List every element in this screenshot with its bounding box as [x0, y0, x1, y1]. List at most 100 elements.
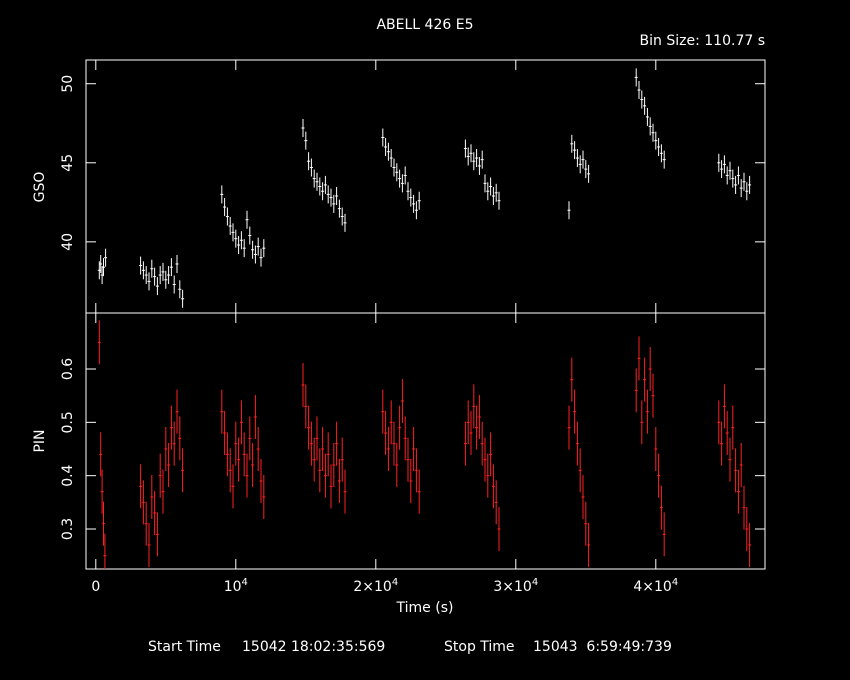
pin-point	[225, 432, 229, 477]
pin-point	[634, 368, 638, 413]
pin-point	[717, 400, 721, 445]
gso-point	[475, 149, 479, 168]
gso-point	[301, 118, 305, 137]
pin-point	[304, 384, 308, 429]
gso-point	[643, 96, 647, 115]
pin-point	[141, 480, 145, 525]
pin-point	[343, 469, 347, 514]
gso-point	[412, 194, 416, 213]
bin-size-label: Bin Size: 110.77 s	[640, 33, 765, 49]
pin-point	[231, 464, 235, 509]
gso-point	[483, 174, 487, 193]
pin-point	[335, 421, 339, 466]
pin-point	[480, 421, 484, 466]
pin-point	[477, 395, 481, 439]
gso-point	[575, 149, 579, 168]
time-axis-label: Time (s)	[396, 600, 454, 616]
pin-ytick-label: 0.5	[60, 411, 76, 433]
gso-ytick-label: 40	[60, 233, 76, 251]
gso-point	[742, 172, 746, 191]
pin-point	[329, 464, 333, 509]
pin-point	[406, 437, 410, 482]
pin-point	[570, 357, 574, 402]
pin-point	[234, 421, 238, 466]
gso-point	[234, 229, 238, 248]
gso-point	[144, 266, 148, 285]
pin-point	[745, 507, 749, 551]
gso-axis-label: GSO	[32, 172, 48, 203]
gso-point	[141, 261, 145, 280]
pin-point	[392, 421, 396, 466]
pin-point	[722, 384, 726, 429]
chart-title: ABELL 426 E5	[376, 17, 473, 33]
gso-point	[414, 201, 418, 220]
gso-point	[409, 188, 413, 207]
pin-point	[720, 421, 724, 466]
gso-point	[417, 191, 421, 210]
gso-point	[570, 134, 574, 153]
gso-point	[731, 169, 735, 188]
gso-point	[494, 183, 498, 202]
pin-point	[472, 384, 476, 429]
gso-point	[242, 239, 246, 258]
gso-point	[153, 267, 157, 286]
pin-point	[178, 416, 182, 461]
gso-point	[472, 152, 476, 171]
bottom-panel-ticks: 0.3 0.4 0.5 0.6 0 104 2×104 3×104 4×104	[60, 313, 765, 595]
gso-point	[178, 280, 182, 299]
gso-point	[477, 156, 481, 175]
gso-point	[720, 160, 724, 179]
gso-point	[654, 131, 658, 150]
gso-point	[239, 231, 243, 250]
pin-point	[403, 416, 407, 461]
pin-point	[251, 443, 255, 487]
pin-point	[161, 469, 165, 514]
pin-point	[417, 469, 421, 514]
start-time-value: 15042 18:02:35:569	[242, 639, 385, 655]
gso-point	[340, 207, 344, 226]
gso-point	[637, 81, 641, 100]
pin-point	[728, 437, 732, 482]
pin-point	[736, 469, 740, 514]
gso-point	[181, 289, 185, 308]
x-tick-label: 3×104	[493, 577, 538, 595]
gso-point	[398, 169, 402, 188]
pin-point	[659, 485, 663, 530]
gso-point	[167, 266, 171, 285]
pin-point	[102, 501, 105, 546]
pin-ytick-label: 0.6	[60, 358, 76, 380]
gso-point	[389, 149, 393, 168]
pin-point	[144, 501, 148, 546]
pin-point	[486, 453, 490, 498]
gso-point	[381, 128, 385, 147]
gso-point	[581, 150, 585, 169]
gso-point	[497, 191, 501, 210]
gso-point	[150, 259, 154, 278]
gso-point	[567, 201, 571, 220]
pin-point	[475, 405, 479, 450]
gso-point	[651, 123, 655, 142]
pin-point	[578, 448, 582, 493]
gso-point	[335, 186, 339, 205]
gso-point	[147, 272, 151, 291]
gso-point	[736, 166, 740, 185]
pin-point	[463, 421, 467, 466]
pin-point	[332, 443, 336, 487]
pin-point	[259, 459, 263, 503]
pin-point	[301, 363, 305, 407]
pin-point	[323, 453, 327, 498]
pin-point	[483, 437, 487, 482]
top-panel-ticks: 40 45 50	[60, 60, 765, 313]
gso-point	[659, 144, 663, 163]
gso-point	[491, 186, 495, 205]
top-panel-frame	[85, 59, 766, 314]
pin-point	[181, 448, 185, 493]
pin-ytick-label: 0.3	[60, 518, 76, 540]
gso-point	[172, 275, 176, 294]
pin-point	[739, 443, 743, 487]
gso-point	[469, 144, 473, 163]
pin-point	[587, 523, 591, 567]
gso-point	[321, 182, 325, 201]
pin-point	[657, 453, 661, 498]
gso-point	[489, 177, 493, 196]
